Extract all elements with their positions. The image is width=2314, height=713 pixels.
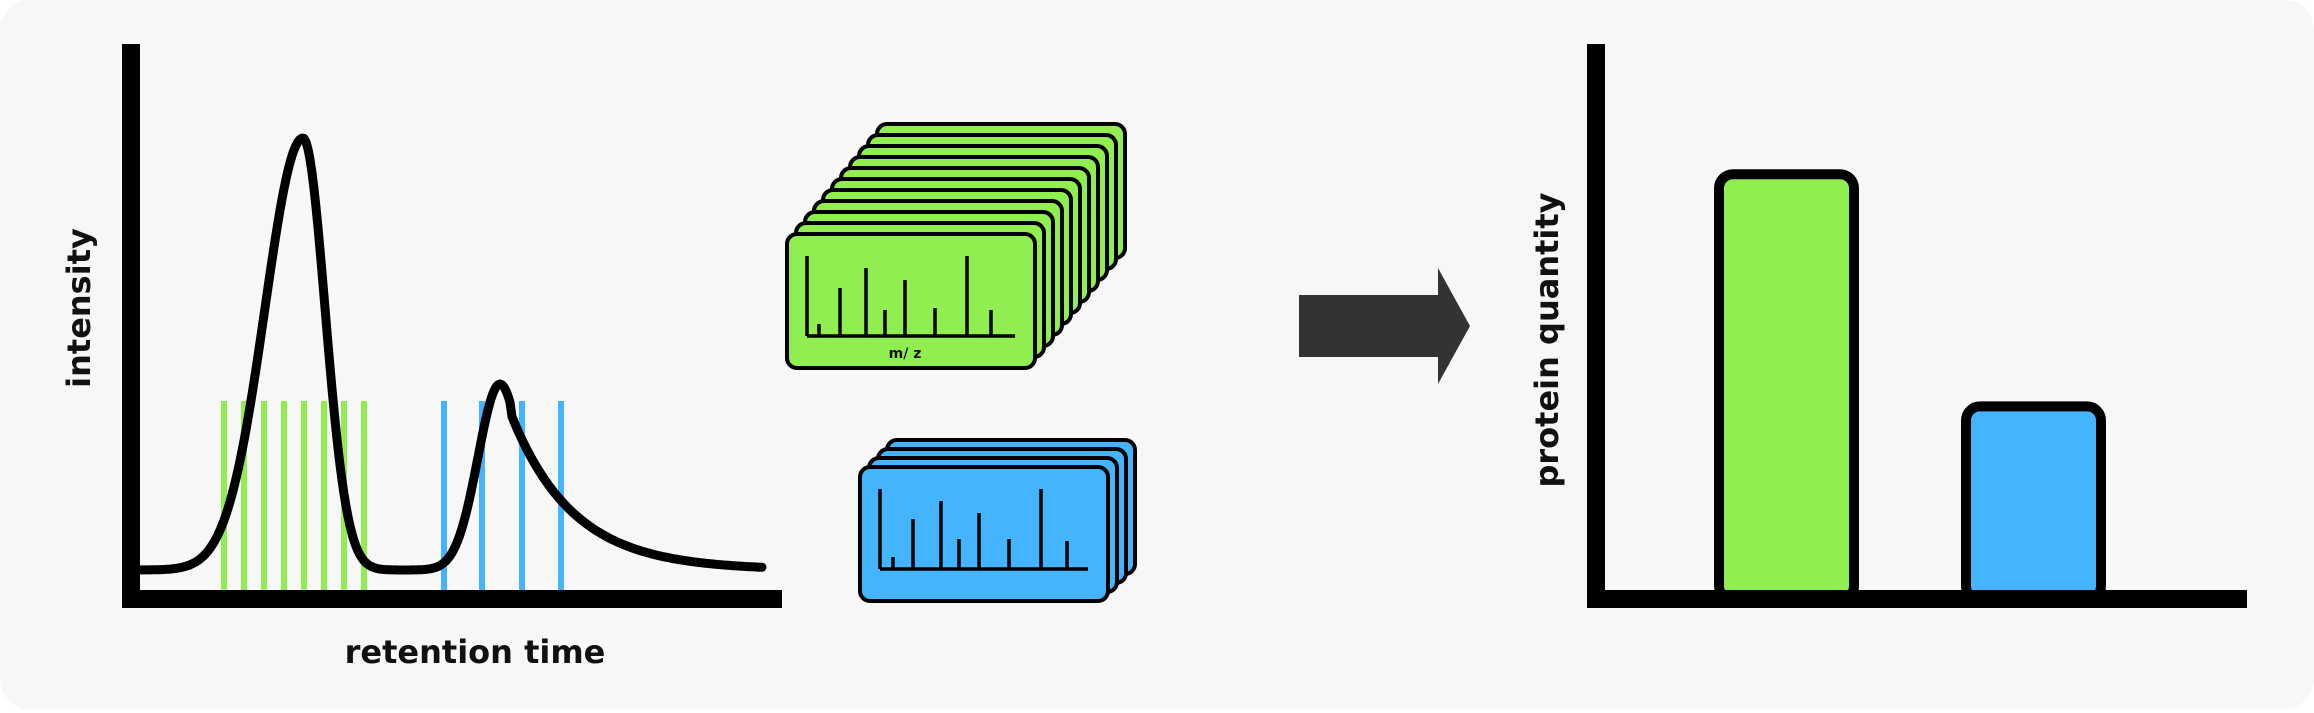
scan-lines <box>221 401 564 590</box>
spectrum-card-front <box>858 465 1110 603</box>
chromatogram-y-label: intensity <box>60 228 98 388</box>
quantity-bar-green <box>1714 169 1859 605</box>
blue-spectra-stack <box>858 438 1137 603</box>
quantity-y-label: protein quantity <box>1528 192 1566 487</box>
quantity-bar-blue <box>1961 401 2106 605</box>
elution-profile-curve <box>131 133 767 575</box>
spectrum-card-front <box>785 232 1037 370</box>
right-arrow-icon <box>1299 268 1470 384</box>
quantity-bars <box>1714 169 2106 605</box>
green-spectra-stack <box>785 122 1127 370</box>
chromatogram-x-label: retention time <box>345 633 606 671</box>
chromatogram: intensity retention time <box>60 44 782 671</box>
mz-axis-label: m/ z <box>889 346 922 362</box>
quantity-chart: protein quantity <box>1528 44 2247 608</box>
